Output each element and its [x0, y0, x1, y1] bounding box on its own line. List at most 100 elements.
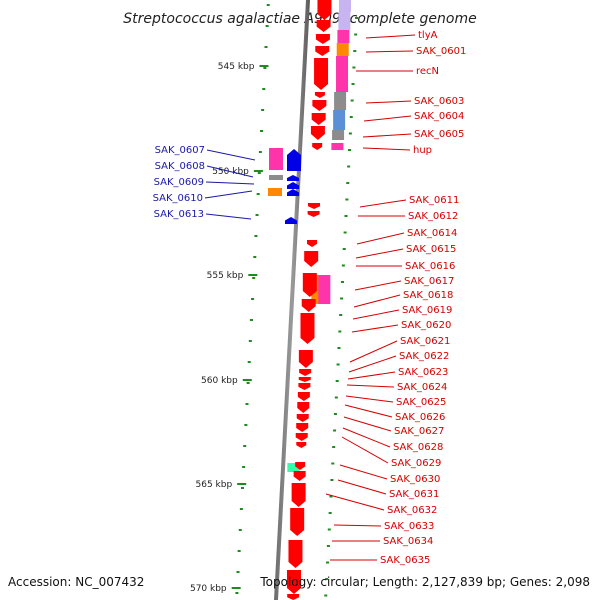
outer-tick — [337, 347, 341, 349]
gene-arrow — [312, 100, 327, 111]
scale-tick — [253, 256, 257, 258]
gene-arrow — [314, 92, 325, 98]
gene-arrow — [317, 0, 332, 20]
feature-box — [268, 188, 282, 196]
outer-tick — [329, 495, 333, 498]
gene-labels: tlyA SAK_0601 recN SAK_0603 SAK_0604 SAK_0605… — [153, 30, 467, 566]
feature-box — [333, 110, 346, 130]
leader-line — [206, 165, 254, 178]
gene-arrow — [296, 423, 309, 432]
outer-tick — [343, 231, 347, 234]
gene-arrow — [291, 483, 306, 507]
leader-line — [362, 133, 412, 138]
gene-arrow — [293, 471, 306, 481]
gene-label: SAK_0614 — [407, 228, 457, 239]
gene-label: SAK_0601 — [416, 46, 466, 57]
outer-tick — [340, 281, 344, 283]
outer-tick — [341, 264, 345, 267]
gene-label: SAK_0629 — [391, 458, 441, 469]
feature-box — [331, 143, 344, 150]
gene-arrow — [302, 273, 317, 297]
leader-line — [362, 147, 411, 151]
gene-label: SAK_0626 — [395, 412, 445, 423]
leader-line — [349, 340, 398, 363]
leader-line — [351, 324, 399, 333]
scale-tick — [247, 361, 251, 363]
label-leaders — [204, 34, 416, 561]
gene-arrow — [297, 402, 310, 413]
gene-arrow — [297, 392, 310, 401]
gene-label: hup — [413, 145, 432, 156]
leader-line — [353, 294, 401, 308]
gene-label: SAK_0619 — [402, 305, 452, 316]
leader-line — [339, 464, 388, 480]
gene-label: SAK_0617 — [404, 276, 454, 287]
gene-label: SAK_0618 — [403, 290, 453, 301]
outer-tick — [351, 83, 355, 85]
leader-line — [356, 232, 405, 245]
feature-box — [336, 43, 349, 56]
scale-tick — [236, 571, 240, 573]
outer-tick — [345, 198, 349, 201]
scale-tick — [254, 235, 258, 237]
outer-tick — [339, 314, 343, 316]
gene-label: SAK_0622 — [399, 351, 449, 362]
gene-label: SAK_0610 — [153, 193, 203, 204]
outer-tick — [340, 297, 344, 300]
leader-line — [205, 213, 252, 220]
feature-box — [332, 130, 345, 140]
gene-arrow — [314, 58, 329, 90]
outer-tick — [332, 446, 336, 448]
scale-label: 555 kbp — [207, 271, 244, 281]
leader-line — [204, 190, 253, 199]
gene-arrow — [287, 182, 299, 189]
feature-box — [336, 56, 349, 92]
gene-label: SAK_0620 — [401, 320, 451, 331]
feature-box — [337, 30, 350, 43]
gene-label: SAK_0633 — [384, 521, 434, 532]
scale-tick — [243, 445, 247, 447]
leader-line — [206, 149, 256, 161]
outer-tick — [354, 33, 358, 36]
scale-tick — [248, 340, 252, 342]
scale-tick — [258, 151, 262, 153]
gene-label: SAK_0634 — [383, 536, 433, 547]
leader-line — [352, 309, 400, 320]
scale-tick — [238, 529, 242, 531]
leader-line — [345, 395, 394, 403]
gene-label: SAK_0631 — [389, 489, 439, 500]
outer-tick — [352, 66, 356, 69]
gene-arrow — [312, 143, 323, 150]
scale-tick — [245, 403, 249, 405]
scale-label: 560 kbp — [201, 376, 238, 386]
gene-arrow — [315, 46, 330, 56]
gene-arrow — [315, 34, 330, 44]
gene-label: SAK_0605 — [414, 129, 464, 140]
scale-tick — [263, 67, 267, 69]
scale-tick — [251, 298, 255, 300]
scale-tick — [249, 319, 253, 321]
feature-box — [318, 275, 331, 304]
outer-tick — [333, 413, 337, 415]
major-tick — [242, 379, 252, 381]
major-tick — [231, 587, 241, 589]
leader-line — [348, 355, 397, 373]
gene-label: SAK_0607 — [155, 145, 205, 156]
gene-arrow — [307, 211, 320, 217]
major-tick — [248, 274, 258, 276]
gene-arrow — [298, 377, 311, 382]
gene-label: SAK_0615 — [406, 244, 456, 255]
outer-tick — [336, 363, 340, 366]
scale-ticks — [231, 4, 359, 597]
gene-arrow — [299, 369, 312, 376]
scale-tick — [246, 382, 250, 384]
gene-arrow — [301, 299, 316, 312]
leader-line — [343, 416, 392, 432]
scale-tick — [260, 130, 264, 132]
gene-label: SAK_0627 — [394, 426, 444, 437]
outer-tick — [334, 396, 338, 399]
scale-label: 545 kbp — [218, 62, 255, 72]
topology-text: Topology: circular; Length: 2,127,839 bp… — [259, 575, 590, 589]
